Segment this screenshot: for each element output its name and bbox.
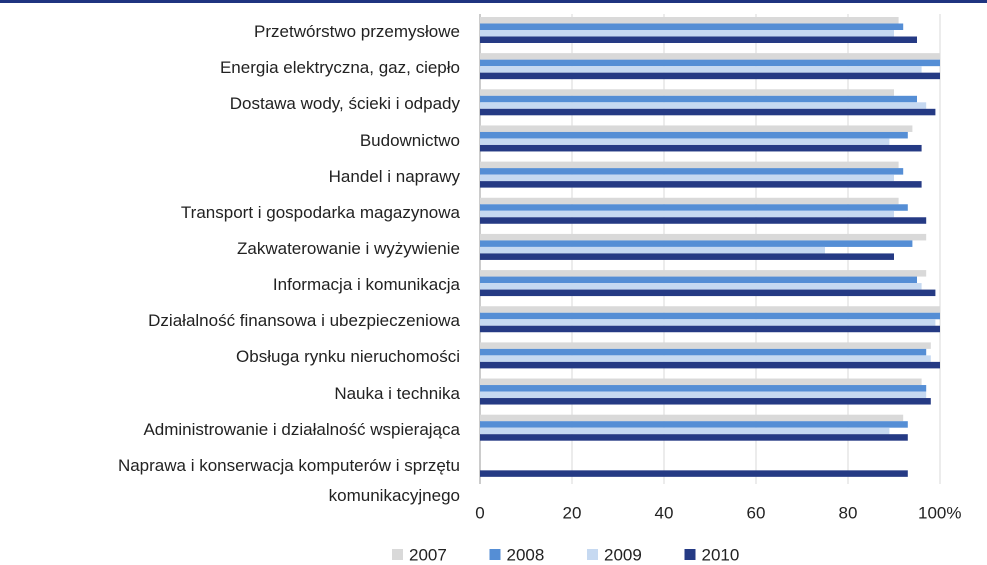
category-label: Nauka i technika bbox=[334, 383, 460, 403]
bar bbox=[480, 398, 931, 405]
category-label: Informacja i komunikacja bbox=[272, 275, 460, 295]
category-label: Zakwaterowanie i wyżywienie bbox=[237, 239, 460, 258]
legend-label: 2008 bbox=[507, 545, 545, 564]
bar bbox=[480, 348, 927, 356]
x-tick-label: 60 bbox=[747, 503, 766, 522]
x-tick-label: 0 bbox=[475, 503, 484, 522]
bar bbox=[480, 427, 890, 435]
bar bbox=[480, 210, 894, 218]
legend-swatch bbox=[587, 549, 598, 560]
bar bbox=[480, 385, 927, 392]
bar bbox=[480, 361, 940, 369]
bar bbox=[480, 59, 940, 67]
bar bbox=[480, 108, 936, 116]
bar bbox=[480, 217, 927, 224]
bar bbox=[480, 240, 913, 247]
bar bbox=[480, 312, 940, 320]
bar bbox=[480, 168, 904, 175]
bar bbox=[480, 181, 922, 188]
bar bbox=[480, 161, 899, 169]
bar bbox=[480, 378, 922, 386]
bar bbox=[480, 289, 936, 297]
bar bbox=[480, 270, 927, 277]
bar bbox=[480, 30, 894, 37]
x-tick-label: 100% bbox=[918, 503, 961, 522]
bar bbox=[480, 125, 913, 132]
bar bbox=[480, 470, 908, 477]
bar bbox=[480, 204, 908, 211]
bar bbox=[480, 342, 931, 349]
bar bbox=[480, 283, 922, 290]
legend-label: 2007 bbox=[409, 545, 447, 564]
x-tick-label: 80 bbox=[839, 503, 858, 522]
bar bbox=[480, 434, 908, 441]
bar bbox=[480, 319, 936, 326]
bar bbox=[480, 131, 908, 139]
legend-swatch bbox=[684, 549, 696, 560]
bar bbox=[480, 53, 940, 60]
bar bbox=[480, 23, 904, 30]
category-label: Działalność finansowa i ubezpieczeniowa bbox=[148, 311, 460, 331]
x-tick-label: 20 bbox=[563, 503, 582, 522]
category-label: Transport i gospodarka magazynowa bbox=[180, 202, 460, 222]
category-label: Administrowanie i działalność wspierając… bbox=[143, 419, 460, 439]
bar bbox=[480, 233, 927, 241]
legend-swatch bbox=[392, 549, 403, 560]
legend-label: 2010 bbox=[702, 545, 740, 564]
category-label: Dostawa wody, ścieki i odpady bbox=[229, 94, 460, 114]
bar bbox=[480, 197, 899, 205]
bar bbox=[480, 276, 917, 284]
bar bbox=[480, 355, 931, 362]
legend-swatch bbox=[489, 549, 501, 560]
category-label: Handel i naprawy bbox=[328, 166, 460, 186]
top-rule bbox=[0, 0, 987, 3]
bar bbox=[480, 174, 894, 182]
x-tick-label: 40 bbox=[655, 503, 674, 522]
bar bbox=[480, 138, 890, 145]
bar bbox=[480, 414, 904, 422]
bar bbox=[480, 102, 927, 109]
bar bbox=[480, 36, 917, 43]
legend-label: 2009 bbox=[604, 545, 642, 564]
category-label: Energia elektryczna, gaz, ciepło bbox=[219, 58, 460, 78]
bar bbox=[480, 253, 894, 260]
bar bbox=[480, 66, 922, 73]
bar bbox=[480, 17, 899, 24]
category-label: Obsługa rynku nieruchomości bbox=[236, 347, 460, 367]
bar bbox=[480, 391, 927, 399]
bar bbox=[480, 246, 825, 254]
category-label: Budownictwo bbox=[359, 130, 460, 150]
bar bbox=[480, 421, 908, 428]
bar bbox=[480, 72, 940, 80]
category-label: Naprawa i konserwacja komputerów i sprzę… bbox=[117, 455, 460, 505]
category-label: Przetwórstwo przemysłowe bbox=[254, 22, 460, 42]
bar bbox=[480, 89, 894, 96]
bar bbox=[480, 95, 917, 103]
bar bbox=[480, 325, 940, 333]
bar bbox=[480, 306, 940, 313]
bar bbox=[480, 144, 922, 152]
